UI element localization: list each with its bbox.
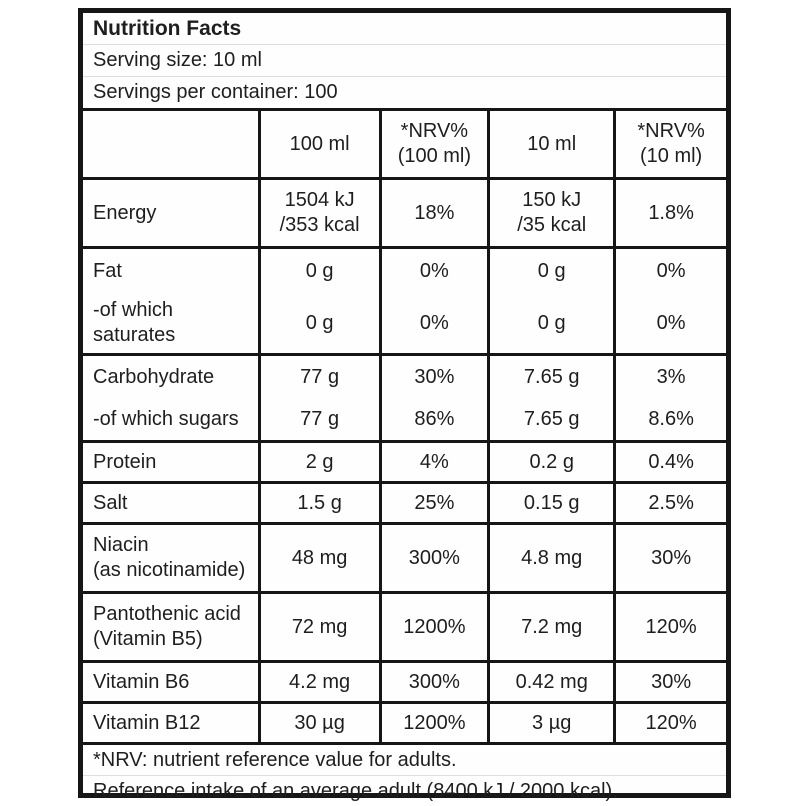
value-cell: 7.2 mg	[487, 592, 615, 663]
value-cell: 300%	[378, 661, 489, 704]
value-cell: 4.8 mg	[487, 523, 615, 594]
value-cell: 150 kJ /35 kcal	[487, 178, 615, 249]
value-cell: 0 g	[487, 247, 615, 293]
row-label: Niacin (as nicotinamide)	[83, 523, 260, 594]
value-cell: 0%	[378, 247, 489, 293]
row-label: Carbohydrate	[93, 365, 215, 388]
row-label: Protein	[83, 441, 260, 484]
value-cell: 77 g	[257, 354, 381, 398]
servings-per-container-line: Servings per container: 100	[93, 81, 338, 103]
value-cell: 30%	[378, 354, 489, 398]
value-cell: 0.15 g	[487, 482, 615, 525]
value-cell: 3%	[613, 354, 726, 398]
row-label: Energy	[83, 178, 260, 249]
value-cell: 30%	[613, 523, 726, 594]
value-cell: 72 mg	[257, 592, 381, 663]
value-cell: 30%	[613, 661, 726, 704]
column-header-10ml: 10 ml	[487, 109, 615, 180]
value-cell: 7.65 g	[487, 354, 615, 398]
footnote-reference-intake: Reference intake of an average adult (84…	[93, 780, 618, 802]
table-row-saturates: -of which saturates 0 g 0% 0 g 0%	[83, 293, 726, 356]
column-header-100ml: 100 ml	[257, 109, 381, 180]
table-row-salt: Salt 1.5 g 25% 0.15 g 2.5%	[83, 482, 726, 525]
value-cell: 0.2 g	[487, 441, 615, 484]
value-cell: 1200%	[378, 702, 489, 745]
value-cell: 4.2 mg	[257, 661, 381, 704]
table-row-niacin: Niacin (as nicotinamide) 48 mg 300% 4.8 …	[83, 523, 726, 594]
table-row-sugars: -of which sugars 77 g 86% 7.65 g 8.6%	[83, 398, 726, 443]
value-cell: 0%	[613, 293, 726, 356]
row-label: Vitamin B6	[83, 661, 260, 704]
value-cell: 0%	[613, 247, 726, 293]
row-label: Fat	[93, 259, 122, 282]
value-cell: 25%	[378, 482, 489, 525]
value-cell: 300%	[378, 523, 489, 594]
value-cell: 1.8%	[613, 178, 726, 249]
footnote-nrv: *NRV: nutrient reference value for adult…	[83, 745, 726, 776]
column-header-nrv-100ml: *NRV% (100 ml)	[378, 109, 489, 180]
value-cell: 86%	[378, 398, 489, 443]
value-cell: 8.6%	[613, 398, 726, 443]
nutrition-table: 100 ml *NRV% (100 ml) 10 ml *NRV% (10 ml…	[83, 108, 726, 745]
value-cell: 120%	[613, 702, 726, 745]
value-cell: 0.42 mg	[487, 661, 615, 704]
table-row-energy: Energy 1504 kJ /353 kcal 18% 150 kJ /35 …	[83, 178, 726, 249]
value-cell: 7.65 g	[487, 398, 615, 443]
page-title: Nutrition Facts	[83, 13, 726, 45]
value-cell: 30 µg	[257, 702, 381, 745]
serving-size-line: Serving size: 10 ml	[83, 45, 726, 77]
value-cell: 2.5%	[613, 482, 726, 525]
row-label: Vitamin B12	[83, 702, 260, 745]
value-cell: 1.5 g	[257, 482, 381, 525]
value-cell: 3 µg	[487, 702, 615, 745]
value-cell: 0%	[378, 293, 489, 356]
table-row-protein: Protein 2 g 4% 0.2 g 0.4%	[83, 441, 726, 484]
footnote-block: *NRV: nutrient reference value for adult…	[83, 745, 726, 806]
value-cell: 18%	[378, 178, 489, 249]
table-header-row: 100 ml *NRV% (100 ml) 10 ml *NRV% (10 ml…	[83, 109, 726, 180]
column-header-nrv-10ml: *NRV% (10 ml)	[613, 109, 726, 180]
row-label: -of which saturates	[83, 293, 260, 356]
value-cell: 48 mg	[257, 523, 381, 594]
table-row-vitamin-b12: Vitamin B12 30 µg 1200% 3 µg 120%	[83, 702, 726, 745]
column-header-blank	[83, 109, 260, 180]
value-cell: 0.4%	[613, 441, 726, 484]
value-cell: 4%	[378, 441, 489, 484]
value-cell: 2 g	[257, 441, 381, 484]
value-cell: 0 g	[487, 293, 615, 356]
table-row-pantothenic-acid: Pantothenic acid (Vitamin B5) 72 mg 1200…	[83, 592, 726, 663]
value-cell: 0 g	[257, 247, 381, 293]
row-label: Pantothenic acid (Vitamin B5)	[83, 592, 260, 663]
nutrition-facts-panel: Nutrition Facts Serving size: 10 ml Serv…	[78, 8, 731, 802]
table-row-carbohydrate: Carbohydrate 77 g 30% 7.65 g 3%	[83, 354, 726, 398]
value-cell: 0 g	[257, 293, 381, 356]
value-cell: 1504 kJ /353 kcal	[257, 178, 381, 249]
value-cell: 120%	[613, 592, 726, 663]
value-cell: 77 g	[257, 398, 381, 443]
title-block: Nutrition Facts Serving size: 10 ml Serv…	[83, 13, 726, 108]
row-label: -of which sugars	[83, 398, 260, 443]
table-row-fat: Fat 0 g 0% 0 g 0%	[83, 247, 726, 293]
table-row-vitamin-b6: Vitamin B6 4.2 mg 300% 0.42 mg 30%	[83, 661, 726, 704]
row-label: Salt	[83, 482, 260, 525]
value-cell: 1200%	[378, 592, 489, 663]
